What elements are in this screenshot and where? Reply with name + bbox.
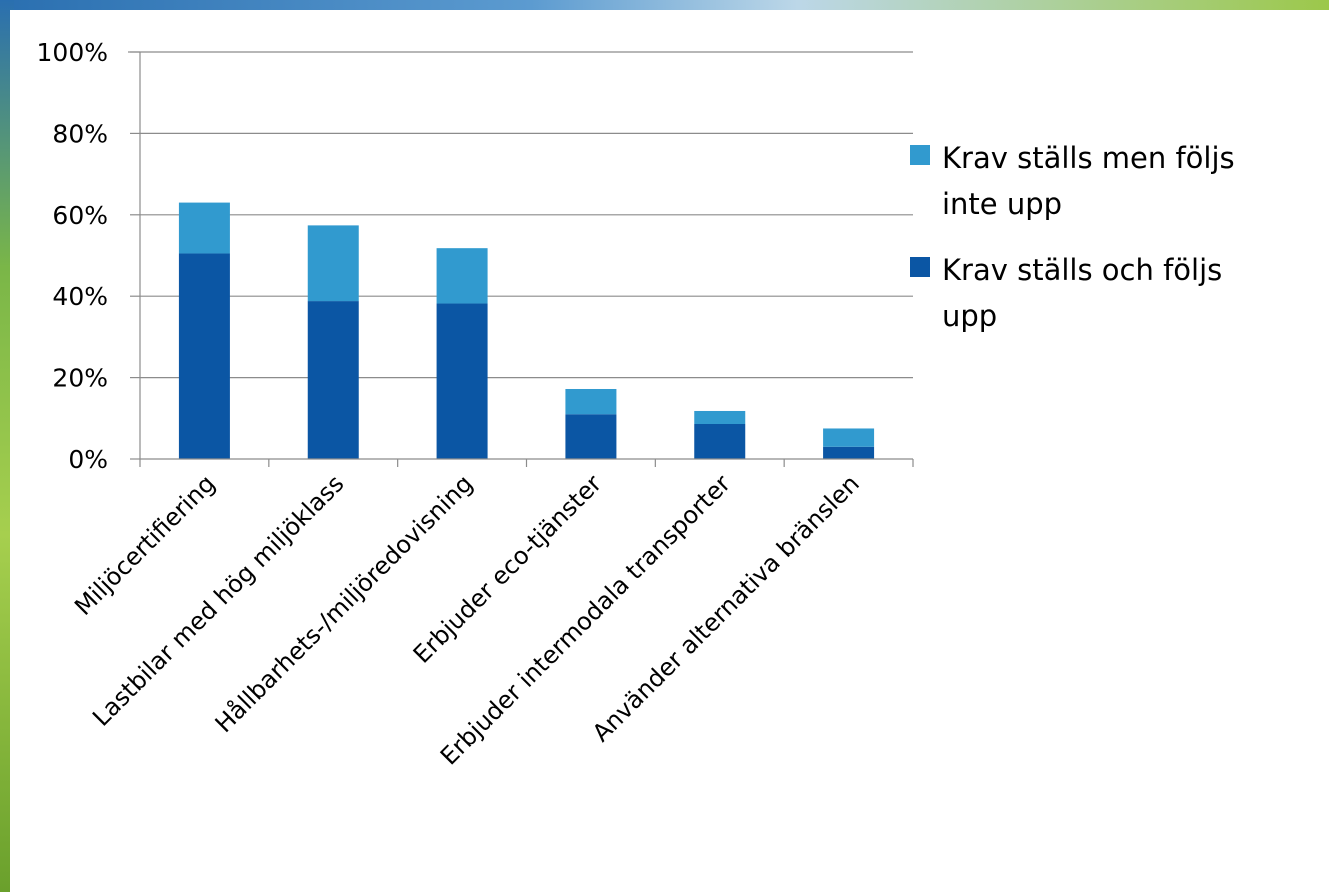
bar-segment — [436, 248, 488, 304]
bar-segment — [307, 301, 359, 459]
x-tick-label: Lastbilar med hög miljöklass — [87, 469, 349, 731]
legend-label: inte upp — [942, 187, 1062, 221]
bar-segment — [823, 446, 875, 459]
y-tick-label: 100% — [37, 38, 108, 67]
bar-segment — [694, 423, 746, 459]
y-tick-label: 0% — [68, 445, 108, 474]
bar-segment — [307, 225, 359, 302]
y-tick-label: 60% — [52, 201, 108, 230]
x-tick-label: Miljöcertifiering — [69, 469, 220, 620]
bars — [178, 202, 875, 459]
legend-label: Krav ställs och följs — [942, 253, 1222, 287]
bar-segment — [565, 414, 617, 459]
bar-segment — [694, 410, 746, 424]
legend: Krav ställs men följs inte upp Krav ställs… — [910, 141, 1235, 333]
x-tick-label: Hållbarhets-/miljöredovisning — [209, 469, 478, 738]
legend-label: upp — [942, 299, 997, 333]
bar-segment — [178, 253, 230, 459]
y-tick-label: 80% — [52, 119, 108, 148]
x-tick-label: Erbjuder intermodala transporter — [435, 469, 736, 770]
bar-segment — [565, 388, 617, 415]
y-tick-label: 20% — [52, 364, 108, 393]
legend-swatch — [910, 145, 930, 165]
legend-swatch — [910, 257, 930, 277]
gridlines — [140, 51, 913, 379]
bar-segment — [178, 202, 230, 254]
y-tick-labels: 0% 20% 40% 60% 80% 100% — [37, 38, 108, 474]
bar-segment — [436, 303, 488, 459]
legend-label: Krav ställs men följs — [942, 141, 1235, 175]
y-tick-label: 40% — [52, 282, 108, 311]
axes — [128, 51, 914, 467]
x-tick-label: Använder alternativa bränslen — [587, 469, 865, 747]
bar-segment — [823, 428, 875, 447]
